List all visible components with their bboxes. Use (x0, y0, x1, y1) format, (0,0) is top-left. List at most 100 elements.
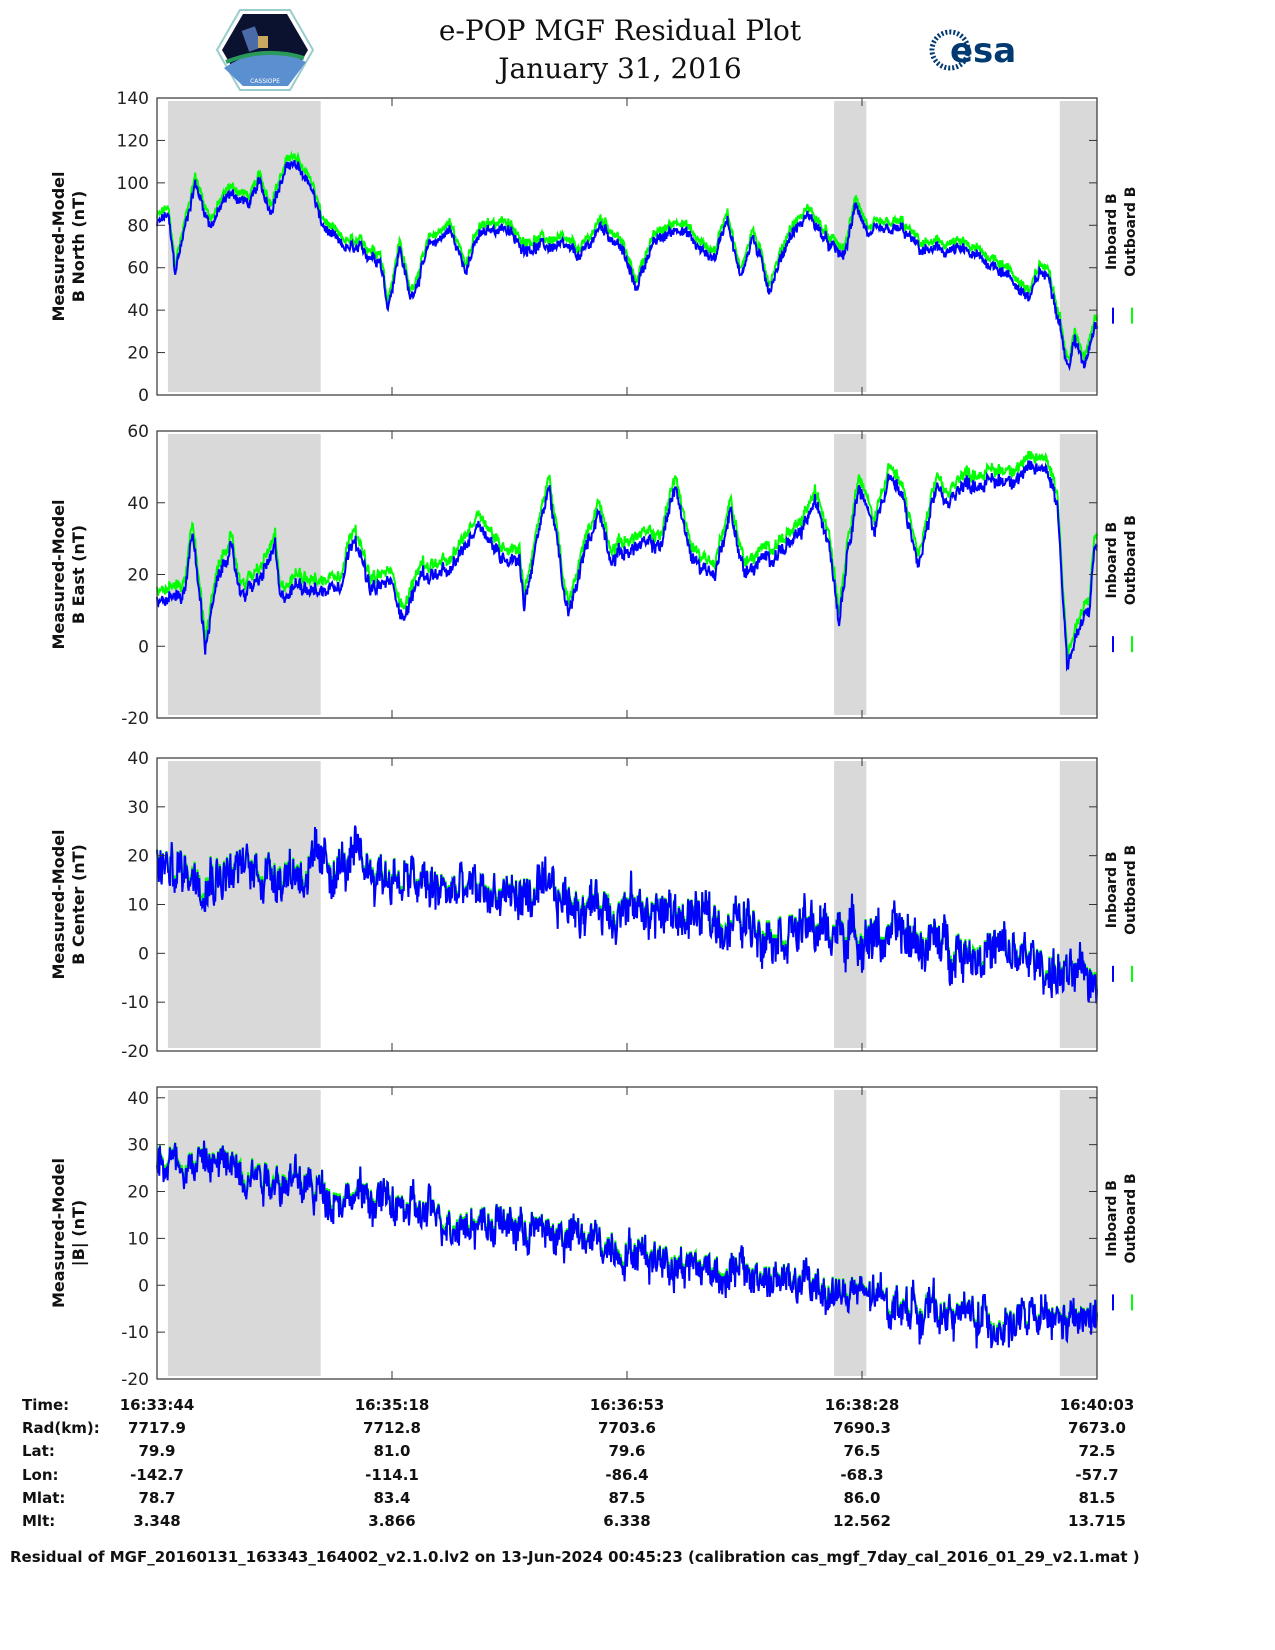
y-tick-label: 0 (138, 637, 149, 657)
y-tick-label: 20 (127, 344, 149, 364)
ephemeris-value: 81.0 (373, 1442, 410, 1460)
ephemeris-value: -142.7 (130, 1466, 184, 1484)
y-tick-label: 0 (138, 1276, 149, 1296)
legend-outboard-label: Outboard B (1123, 1173, 1139, 1263)
ephemeris-value: 16:33:44 (120, 1396, 195, 1414)
legend-inboard-label: Inboard B (1104, 851, 1120, 928)
ephemeris-value: 3.348 (133, 1512, 180, 1530)
ephemeris-value: 79.6 (608, 1442, 645, 1460)
y-axis-label-line: Measured-Model (49, 499, 68, 649)
y-axis-label: Measured-Model|B| (nT) (49, 1158, 89, 1308)
ephemeris-value: 3.866 (368, 1512, 415, 1530)
ephemeris-value: 7717.9 (128, 1419, 186, 1437)
ephemeris-value: 7703.6 (598, 1419, 656, 1437)
series-inboard-b (156, 460, 1098, 672)
ephemeris-value: 6.338 (603, 1512, 650, 1530)
ephemeris-row-label: Rad(km): (22, 1419, 100, 1437)
y-axis-label-line: B East (nT) (69, 525, 88, 624)
ephemeris-value: 13.715 (1068, 1512, 1126, 1530)
y-tick-label: 10 (127, 1229, 149, 1249)
y-tick-label: -10 (121, 1323, 149, 1343)
y-axis-label-line: |B| (nT) (69, 1200, 89, 1266)
ephemeris-value: 78.7 (138, 1489, 175, 1507)
y-axis-label-line: Measured-Model (49, 829, 68, 979)
cassiope-logo: CASSIOPE (215, 9, 315, 91)
y-axis-label: Measured-ModelB East (nT) (49, 499, 88, 649)
y-tick-label: 20 (127, 847, 149, 867)
logo-text: CASSIOPE (250, 78, 280, 85)
ephemeris-value: 12.562 (833, 1512, 891, 1530)
ephemeris-value: 16:35:18 (355, 1396, 430, 1414)
shaded-interval (167, 761, 321, 1048)
ephemeris-value: -114.1 (365, 1466, 419, 1484)
y-axis-label: Measured-ModelB Center (nT) (49, 829, 88, 979)
ephemeris-row-label: Mlt: (22, 1512, 55, 1530)
y-tick-label: -20 (121, 1370, 149, 1390)
y-tick-label: -20 (121, 709, 149, 729)
shaded-interval (834, 1090, 867, 1376)
y-tick-label: 100 (117, 174, 149, 194)
legend-inboard-label: Inboard B (1104, 522, 1120, 599)
y-tick-label: 40 (127, 1089, 149, 1109)
ephemeris-value: 81.5 (1078, 1489, 1115, 1507)
panel-2: -20 0 20 40 60 Measured-ModelB East (nT) Inboa… (49, 422, 1139, 729)
y-tick-label: 40 (127, 749, 149, 769)
y-axis-label-line: Measured-Model (49, 1158, 68, 1308)
y-tick-label: 0 (138, 386, 149, 406)
y-tick-label: 140 (117, 89, 149, 109)
shaded-interval (834, 761, 867, 1048)
y-axis-label: Measured-ModelB North (nT) (49, 171, 88, 321)
legend-outboard-label: Outboard B (1123, 845, 1139, 935)
ephemeris-value: -68.3 (840, 1466, 883, 1484)
ephemeris-value: 7673.0 (1068, 1419, 1126, 1437)
ephemeris-value: 7690.3 (833, 1419, 891, 1437)
series-outboard-b (156, 450, 1098, 660)
ephemeris-value: 16:40:03 (1060, 1396, 1135, 1414)
legend-inboard-label: Inboard B (1104, 193, 1120, 270)
y-tick-label: 80 (127, 216, 149, 236)
panel-3: -20 -10 0 10 20 30 40 Measured-ModelB Center (n… (49, 749, 1139, 1062)
ephemeris-row-label: Time: (22, 1396, 69, 1414)
y-axis-label-line: Measured-Model (49, 171, 68, 321)
ephemeris-value: 16:38:28 (825, 1396, 900, 1414)
y-tick-label: -20 (121, 1042, 149, 1062)
y-tick-label: 120 (117, 131, 149, 151)
y-axis-label-line: B Center (nT) (69, 844, 88, 965)
legend-outboard-label: Outboard B (1123, 515, 1139, 605)
ephemeris-value: 7712.8 (363, 1419, 421, 1437)
ephemeris-value: -86.4 (605, 1466, 648, 1484)
y-tick-label: 60 (127, 259, 149, 279)
shaded-interval (834, 434, 867, 715)
plot-title: e-POP MGF Residual Plot (438, 14, 802, 47)
ephemeris-row-label: Lon: (22, 1466, 59, 1484)
esa-logo-text: esa (950, 31, 1016, 71)
y-tick-label: -10 (121, 993, 149, 1013)
y-tick-label: 40 (127, 301, 149, 321)
ephemeris-row-label: Mlat: (22, 1489, 65, 1507)
ephemeris-value: 16:36:53 (590, 1396, 665, 1414)
y-tick-label: 10 (127, 896, 149, 916)
esa-logo: esa (929, 29, 1016, 71)
legend-outboard-label: Outboard B (1123, 187, 1139, 277)
ephemeris-value: 86.0 (843, 1489, 880, 1507)
ephemeris-value: 76.5 (843, 1442, 880, 1460)
series-inboard-b (156, 1140, 1098, 1349)
shaded-interval (167, 101, 321, 392)
y-tick-label: 60 (127, 422, 149, 442)
y-axis-label-line: B North (nT) (69, 191, 88, 303)
panel-4: -20 -10 0 10 20 30 40 Measured-Model|B| (nT) Inb… (49, 1086, 1139, 1390)
series-inboard-b (156, 160, 1098, 372)
footer-text: Residual of MGF_20160131_163343_164002_v… (10, 1548, 1140, 1566)
y-tick-label: 30 (127, 798, 149, 818)
series-inboard-b (156, 825, 1098, 1004)
shaded-interval (167, 1090, 321, 1376)
y-tick-label: 40 (127, 494, 149, 514)
legend-inboard-label: Inboard B (1104, 1180, 1120, 1257)
y-tick-label: 0 (138, 944, 149, 964)
ephemeris-value: -57.7 (1075, 1466, 1118, 1484)
y-tick-label: 20 (127, 566, 149, 586)
ephemeris-row-label: Lat: (22, 1442, 55, 1460)
plot-date: January 31, 2016 (498, 52, 742, 85)
ephemeris-value: 72.5 (1078, 1442, 1115, 1460)
